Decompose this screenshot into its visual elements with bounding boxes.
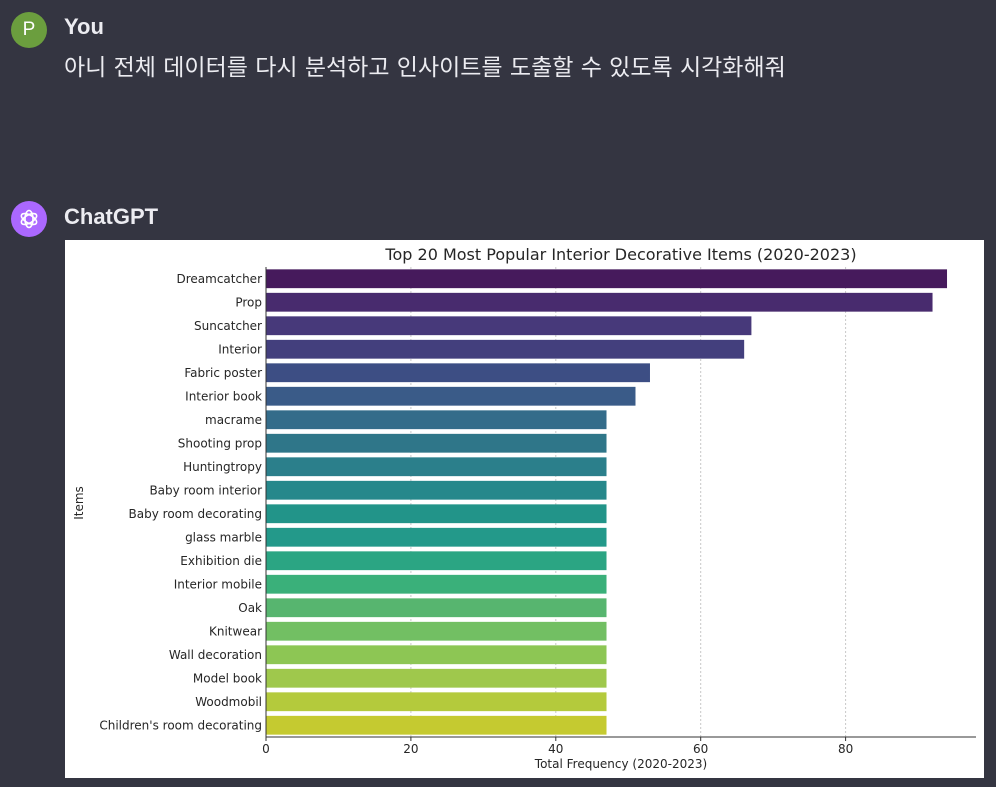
category-label: macrame: [205, 413, 262, 427]
bar-chart: Top 20 Most Popular Interior Decorative …: [72, 245, 976, 771]
openai-logo-icon: [11, 201, 47, 237]
bar: [266, 433, 607, 453]
category-label: Prop: [235, 295, 262, 309]
bar: [266, 598, 607, 618]
bar: [266, 410, 607, 430]
category-label: Huntingtropy: [183, 460, 262, 474]
openai-logo-icon-graphic: [20, 209, 38, 229]
bar: [266, 386, 636, 406]
category-label: Oak: [238, 601, 262, 615]
bar: [266, 574, 607, 594]
category-label: Baby room interior: [149, 483, 262, 497]
category-label: glass marble: [185, 530, 262, 544]
bar: [266, 269, 948, 289]
bar: [266, 480, 607, 500]
category-label: Shooting prop: [178, 436, 262, 450]
category-label: Interior: [218, 342, 262, 356]
category-label: Fabric poster: [184, 366, 262, 380]
user-avatar: P: [11, 12, 47, 48]
category-label: Woodmobil: [195, 695, 262, 709]
y-axis-label: Items: [72, 486, 86, 520]
bar: [266, 363, 650, 383]
user-message-text: 아니 전체 데이터를 다시 분석하고 인사이트를 도출할 수 있도록 시각화해줘: [64, 55, 786, 81]
bar: [266, 457, 607, 477]
category-label: Interior book: [185, 389, 262, 403]
chart-grid: [410, 267, 847, 737]
x-axis-label: Total Frequency (2020-2023): [534, 757, 707, 771]
bar: [266, 316, 752, 336]
user-avatar-letter: P: [22, 19, 36, 40]
category-label: Suncatcher: [194, 319, 262, 333]
category-label: Knitwear: [209, 624, 262, 638]
category-label: Exhibition die: [180, 554, 262, 568]
x-tick-label: 80: [838, 742, 853, 756]
x-tick-label: 20: [403, 742, 418, 756]
assistant-message: ChatGPT: [0, 190, 996, 787]
assistant-author-name: ChatGPT: [64, 204, 159, 229]
bar: [266, 692, 607, 712]
chart-x-ticks: 0 20 40 60 80: [262, 737, 853, 756]
user-author-name: You: [64, 14, 104, 39]
chart-category-labels: Dreamcatcher Prop Suncatcher Interior Fabric…: [99, 272, 262, 733]
chart-bars: [266, 269, 948, 735]
category-label: Children's room decorating: [99, 718, 262, 732]
bar: [266, 292, 933, 312]
bar: [266, 339, 745, 359]
category-label: Baby room decorating: [129, 507, 262, 521]
x-tick-label: 60: [693, 742, 708, 756]
x-tick-label: 0: [262, 742, 270, 756]
bar: [266, 668, 607, 688]
chart-title: Top 20 Most Popular Interior Decorative …: [384, 245, 856, 264]
category-label: Wall decoration: [169, 648, 262, 662]
chart-image: Top 20 Most Popular Interior Decorative …: [65, 240, 984, 778]
category-label: Dreamcatcher: [176, 272, 262, 286]
x-tick-label: 40: [548, 742, 563, 756]
bar: [266, 551, 607, 571]
bar: [266, 645, 607, 665]
bar: [266, 621, 607, 641]
category-label: Interior mobile: [174, 577, 262, 591]
bar: [266, 504, 607, 524]
bar: [266, 715, 607, 735]
bar: [266, 527, 607, 547]
category-label: Model book: [193, 671, 262, 685]
user-message: P You 아니 전체 데이터를 다시 분석하고 인사이트를 도출할 수 있도록…: [0, 0, 996, 180]
